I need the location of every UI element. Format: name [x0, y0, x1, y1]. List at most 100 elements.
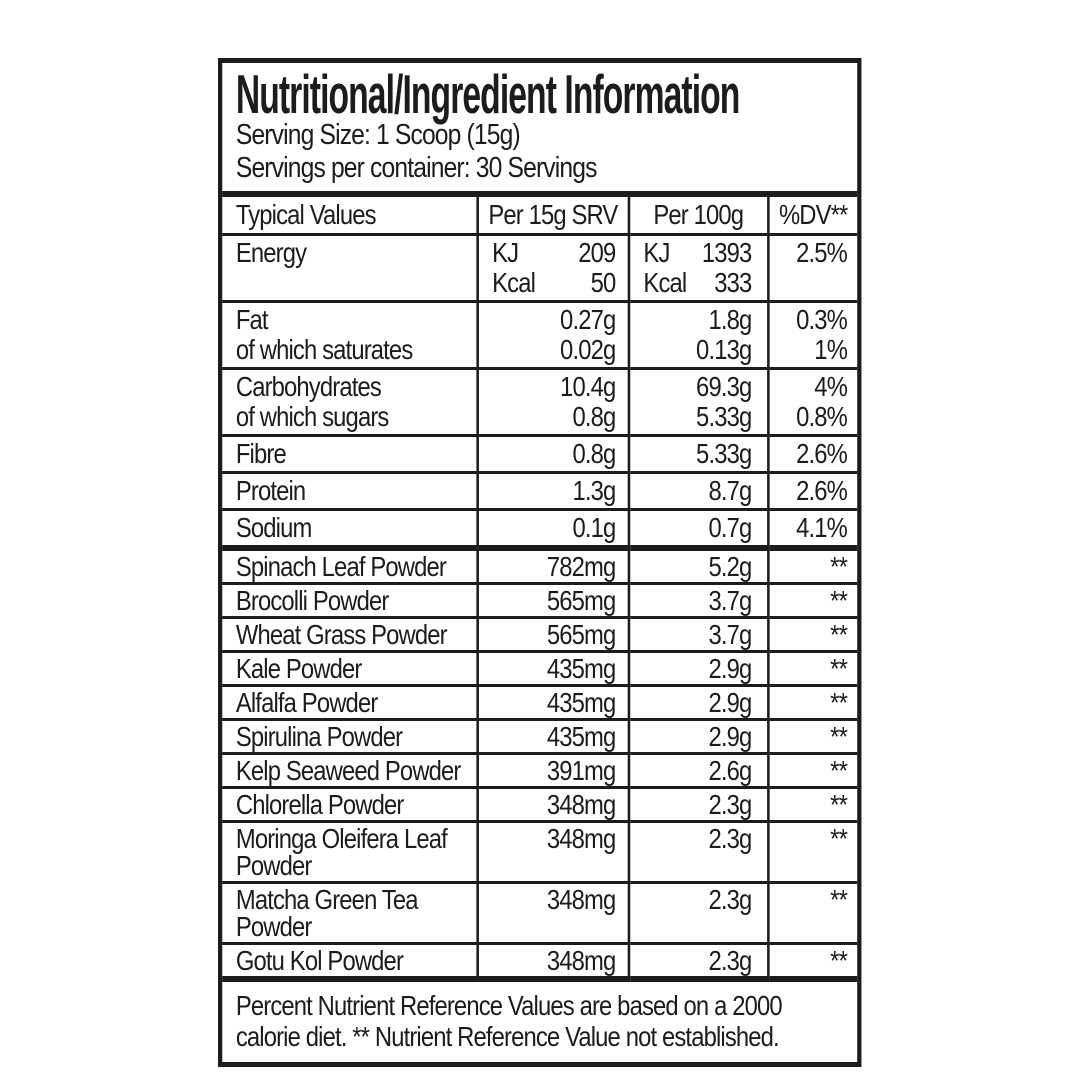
per-serving-cell: 348mg: [475, 943, 629, 982]
unit-value: 209: [578, 237, 616, 268]
per-serving-cell: 0.27g 0.02g: [475, 301, 629, 370]
dv-line: **: [830, 789, 848, 820]
dv-cell: 4.1%: [766, 509, 858, 551]
dv-cell: **: [766, 753, 858, 789]
value-line: 69.3g: [696, 371, 752, 402]
per-100g-cell: 2.3g: [627, 821, 768, 884]
dv-line: 2.6%: [796, 475, 848, 506]
ingredient-name-cell: Matcha Green Tea Powder: [222, 882, 478, 945]
label-value-line: Kcal 333: [630, 268, 752, 298]
nutrient-name-line: of which sugars: [235, 401, 389, 432]
value-line: 2.3g: [708, 789, 752, 820]
per-serving-cell: 10.4g 0.8g: [475, 368, 629, 437]
nutrition-label: Nutritional/Ingredient Information Servi…: [218, 58, 862, 1067]
dv-line: **: [830, 551, 848, 582]
unit-value: 50: [590, 267, 617, 298]
per-serving-cell: 782mg: [475, 548, 629, 585]
dv-cell: 2.6%: [766, 435, 858, 474]
ingredient-name-cell: Brocolli Powder: [222, 583, 478, 619]
per-serving-cell: KJ 209 Kcal 50: [475, 234, 629, 303]
nutrient-name-line: Carbohydrates: [235, 371, 382, 402]
value-line: 565mg: [546, 585, 616, 616]
label-value-line: Kcal 50: [479, 268, 616, 298]
dv-line: **: [830, 884, 848, 915]
nutrient-row: Protein 1.3g 8.7g 2.6%: [222, 472, 858, 511]
dv-cell: **: [766, 617, 858, 653]
dv-line: **: [830, 585, 848, 616]
value-line: 1.8g: [708, 304, 752, 335]
ingredient-name-line: Kale Powder: [235, 653, 362, 684]
nutrient-name-cell: Fat of which saturates: [222, 301, 478, 370]
per-serving-cell: 435mg: [475, 685, 629, 721]
dv-line: 2.6%: [796, 438, 848, 469]
per-serving-cell: 0.1g: [475, 509, 629, 551]
ingredient-row: Spinach Leaf Powder 782mg 5.2g **: [222, 548, 858, 585]
dv-line: 0.8%: [796, 401, 848, 432]
dv-cell: **: [766, 821, 858, 884]
label-value-line: KJ 1393: [630, 238, 752, 268]
nutrient-name-line: Fibre: [235, 438, 287, 469]
label-value-line: KJ 209: [479, 238, 616, 268]
dv-line: **: [830, 823, 848, 854]
value-line: 5.2g: [708, 551, 752, 582]
table-header-row: Typical Values Per 15g SRV Per 100g %DV*…: [222, 197, 858, 236]
ingredient-row: Wheat Grass Powder 565mg 3.7g **: [222, 617, 858, 653]
dv-cell: **: [766, 787, 858, 823]
ingredient-name-cell: Gotu Kol Powder: [222, 943, 478, 982]
value-line: 10.4g: [560, 371, 616, 402]
value-line: 2.9g: [708, 653, 752, 684]
serving-size-line: Serving Size: 1 Scoop (15g): [235, 119, 521, 151]
ingredient-name-line: Powder: [235, 850, 312, 881]
value-line: 348mg: [546, 945, 616, 976]
nutrition-label-position: Nutritional/Ingredient Information Servi…: [218, 58, 975, 1067]
value-line: 565mg: [546, 619, 616, 650]
per-100g-cell: 5.33g: [627, 435, 768, 474]
per-serving-cell: 435mg: [475, 651, 629, 687]
ingredient-name-line: Powder: [235, 911, 312, 942]
per-100g-cell: 69.3g 5.33g: [627, 368, 768, 437]
unit-label: KJ: [643, 237, 670, 268]
dv-line: **: [830, 755, 848, 786]
nutrient-row: Fat of which saturates 0.27g 0.02g 1.8g 0.13g…: [222, 301, 858, 370]
nutrient-name-line: Sodium: [235, 512, 312, 543]
ingredient-name-cell: Spirulina Powder: [222, 719, 478, 755]
nutrient-row: Fibre 0.8g 5.33g 2.6%: [222, 435, 858, 474]
value-line: 2.9g: [708, 687, 752, 718]
dv-cell: 2.6%: [766, 472, 858, 511]
per-100g-cell: 2.3g: [627, 882, 768, 945]
unit-label: Kcal: [643, 267, 687, 298]
ingredient-name-cell: Chlorella Powder: [222, 787, 478, 823]
ingredient-name-line: Matcha Green Tea: [235, 884, 419, 915]
dv-cell: **: [766, 719, 858, 755]
value-line: 435mg: [546, 687, 616, 718]
nutrient-name-line: Fat: [235, 304, 269, 335]
per-serving-cell: 348mg: [475, 787, 629, 823]
unit-label: Kcal: [492, 267, 536, 298]
dv-cell: **: [766, 943, 858, 982]
per-100g-cell: 3.7g: [627, 617, 768, 653]
ingredient-row: Moringa Oleifera Leaf Powder 348mg 2.3g **: [222, 821, 858, 884]
value-line: 0.8g: [572, 438, 616, 469]
ingredient-row: Kelp Seaweed Powder 391mg 2.6g **: [222, 753, 858, 789]
ingredient-name-line: Gotu Kol Powder: [235, 945, 404, 976]
label-title: Nutritional/Ingredient Information: [235, 63, 741, 125]
footnote: Percent Nutrient Reference Values are ba…: [235, 990, 783, 1052]
ingredient-name-cell: Moringa Oleifera Leaf Powder: [222, 821, 478, 884]
per-100g-cell: 2.9g: [627, 651, 768, 687]
value-line: 0.13g: [696, 334, 752, 365]
nutrient-name-line: of which saturates: [235, 334, 413, 365]
ingredient-name-cell: Kale Powder: [222, 651, 478, 687]
nutrient-rows-section: Energy KJ 209 Kcal 50 KJ 1393 Kcal 333 2.5% Fat of …: [222, 234, 858, 551]
nutrient-name-line: Protein: [235, 475, 306, 506]
per-100g-cell: 2.9g: [627, 719, 768, 755]
col-header-dv: %DV**: [766, 197, 858, 236]
nutrient-name-cell: Protein: [222, 472, 478, 511]
per-100g-cell: 2.6g: [627, 753, 768, 789]
nutrient-name-line: Energy: [235, 237, 307, 268]
col-header-per-15g-srv: Per 15g SRV: [475, 197, 629, 236]
dv-line: 4%: [814, 371, 848, 402]
ingredient-row: Kale Powder 435mg 2.9g **: [222, 651, 858, 687]
per-serving-cell: 435mg: [475, 719, 629, 755]
per-100g-cell: 0.7g: [627, 509, 768, 551]
